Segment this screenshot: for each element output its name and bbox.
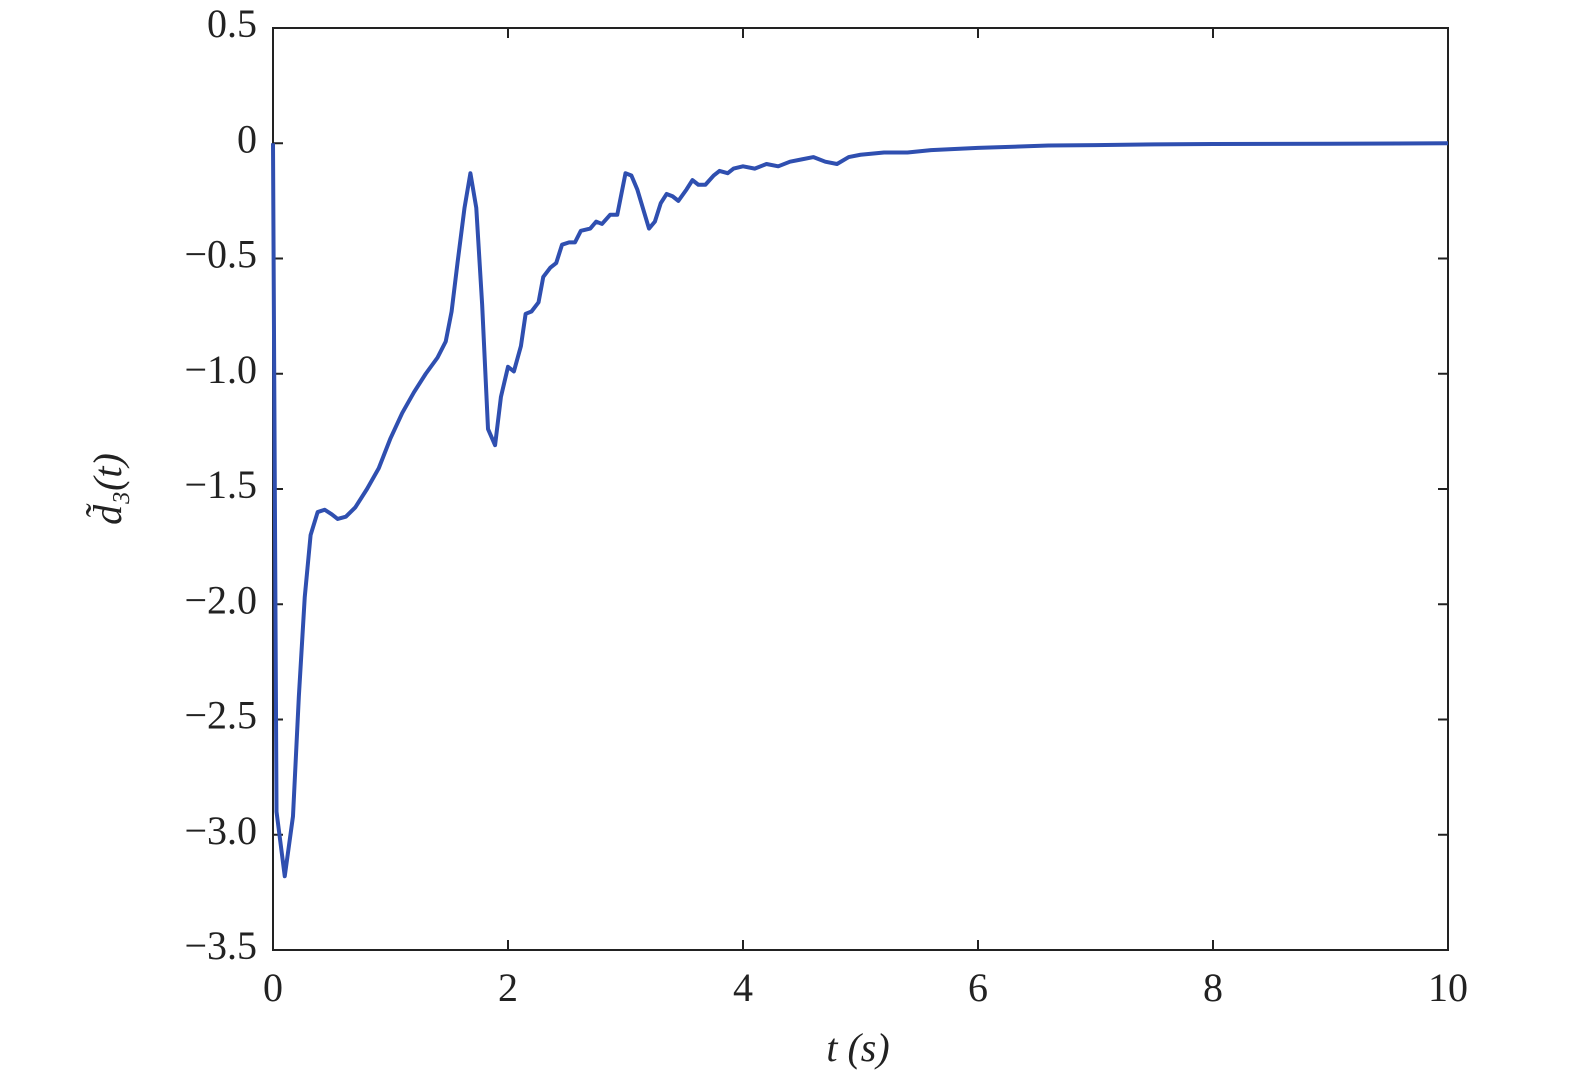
x-tick-label: 6 xyxy=(968,965,988,1010)
y-axis-label: d̃₃(t) xyxy=(85,453,130,525)
y-tick-label: −2.0 xyxy=(184,577,257,622)
x-tick-label: 4 xyxy=(733,965,753,1010)
y-tick-label: −1.0 xyxy=(184,347,257,392)
x-tick-label: 2 xyxy=(498,965,518,1010)
y-tick-label: 0 xyxy=(237,116,257,161)
y-tick-label: −3.0 xyxy=(184,808,257,853)
x-tick-label: 10 xyxy=(1428,965,1468,1010)
y-tick-label: −1.5 xyxy=(184,462,257,507)
x-tick-label: 0 xyxy=(263,965,283,1010)
y-tick-label: −2.5 xyxy=(184,693,257,738)
axes-box xyxy=(272,27,1449,951)
y-tick-label: −0.5 xyxy=(184,232,257,277)
y-tick-label: −3.5 xyxy=(184,923,257,968)
x-axis-label: t (s) xyxy=(826,1025,889,1070)
data-line xyxy=(271,141,1449,879)
x-tick-label: 8 xyxy=(1203,965,1223,1010)
y-tick-label: 0.5 xyxy=(207,1,257,46)
